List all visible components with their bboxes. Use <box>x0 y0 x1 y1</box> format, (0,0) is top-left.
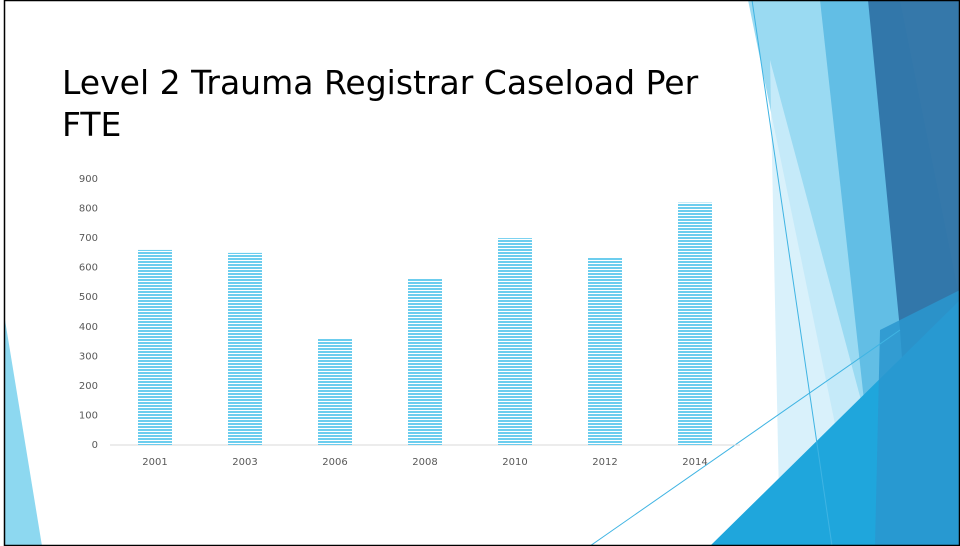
y-tick-label: 0 <box>92 440 98 451</box>
chart-title: Level 2 Trauma Registrar Caseload Per FT… <box>62 63 699 144</box>
y-tick-label: 200 <box>79 381 98 392</box>
y-tick-label: 700 <box>79 233 98 244</box>
decoration <box>3 0 960 546</box>
bar <box>138 249 172 445</box>
y-tick-label: 900 <box>79 174 98 185</box>
x-tick-label: 2014 <box>682 457 707 468</box>
y-tick-label: 800 <box>79 204 98 215</box>
y-tick-label: 100 <box>79 410 98 421</box>
left-shape <box>5 320 42 546</box>
x-tick-label: 2001 <box>142 457 167 468</box>
bar <box>588 257 622 445</box>
x-tick-label: 2003 <box>232 457 257 468</box>
x-tick-label: 2008 <box>412 457 437 468</box>
bar <box>498 238 532 445</box>
y-tick-label: 500 <box>79 292 98 303</box>
bar <box>408 278 442 445</box>
bar <box>678 202 712 445</box>
decor-line <box>589 329 901 546</box>
right-shape <box>875 290 960 546</box>
y-tick-label: 400 <box>79 322 98 333</box>
y-tick-label: 600 <box>79 263 98 274</box>
bar <box>318 338 352 445</box>
x-tick-label: 2012 <box>592 457 617 468</box>
x-tick-label: 2006 <box>322 457 347 468</box>
bar <box>228 252 262 445</box>
x-tick-label: 2010 <box>502 457 527 468</box>
y-tick-label: 300 <box>79 351 98 362</box>
decor-line <box>751 0 833 546</box>
